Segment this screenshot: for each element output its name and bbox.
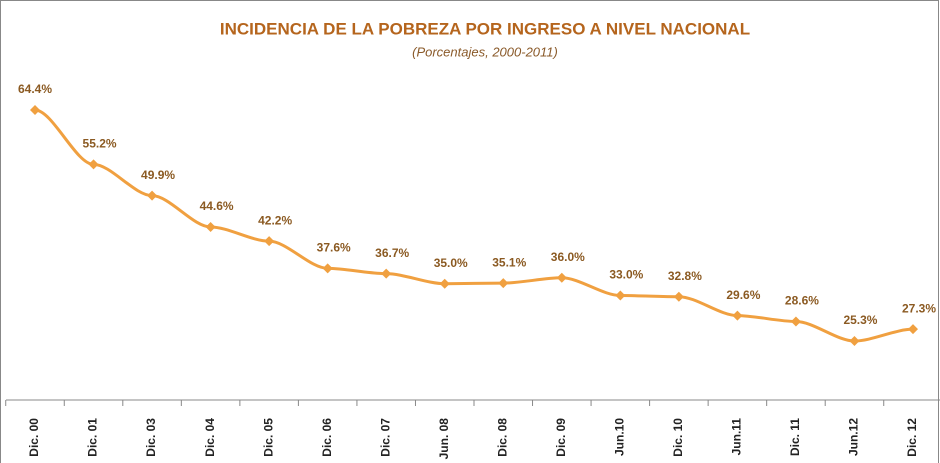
data-label: 29.6% <box>726 288 760 302</box>
x-tick-label: Dic. 06 <box>320 418 334 457</box>
data-label: 37.6% <box>317 241 351 255</box>
x-tick-label: Jun. 08 <box>437 418 451 460</box>
x-tick-label: Dic. 00 <box>27 418 41 457</box>
x-tick-label: Dic. 08 <box>495 418 509 457</box>
data-label: 32.8% <box>668 269 702 283</box>
data-label: 36.7% <box>375 246 409 260</box>
x-tick-label: Dic. 12 <box>905 418 919 457</box>
data-point <box>498 278 509 289</box>
x-tick-label: Dic. 05 <box>261 418 275 457</box>
data-point <box>908 324 918 335</box>
x-tick-label: Jun.10 <box>613 418 627 456</box>
data-label: 27.3% <box>902 301 936 315</box>
data-point <box>849 336 860 346</box>
data-label: 33.0% <box>609 268 643 282</box>
data-label: 55.2% <box>83 137 117 151</box>
x-tick-label: Dic. 01 <box>86 418 100 457</box>
x-tick-label: Dic. 04 <box>203 418 217 457</box>
x-tick-label: Dic. 07 <box>378 418 392 457</box>
data-label: 25.3% <box>843 313 877 327</box>
x-tick-label: Jun.11 <box>730 418 744 456</box>
x-tick-label: Dic. 11 <box>788 418 802 456</box>
data-point <box>673 291 684 302</box>
x-tick-label: Jun.12 <box>847 418 861 456</box>
x-tick-label: Dic. 09 <box>554 418 568 457</box>
data-label: 35.1% <box>492 255 526 269</box>
data-point <box>147 190 158 201</box>
data-label: 64.4% <box>18 82 52 96</box>
data-point <box>732 310 743 321</box>
data-label: 28.6% <box>785 294 819 308</box>
data-label: 42.2% <box>258 213 292 227</box>
data-label: 36.0% <box>551 250 585 264</box>
chart-subtitle: (Porcentajes, 2000-2011) <box>412 44 558 59</box>
data-point <box>556 272 567 283</box>
data-label: 44.6% <box>200 199 234 213</box>
x-tick-label: Dic. 03 <box>144 418 158 457</box>
data-line <box>34 108 914 343</box>
data-label: 49.9% <box>141 168 175 182</box>
x-tick-label: Dic. 10 <box>671 418 685 457</box>
chart-title: INCIDENCIA DE LA POBREZA POR INGRESO A N… <box>220 19 750 38</box>
data-point <box>790 316 801 327</box>
data-point <box>381 268 392 279</box>
data-point <box>615 290 626 301</box>
data-point <box>30 105 40 115</box>
data-point <box>439 278 450 289</box>
data-point <box>322 263 333 274</box>
data-label: 35.0% <box>434 256 468 270</box>
data-point <box>88 159 99 170</box>
data-point <box>264 236 275 247</box>
data-point <box>205 221 216 232</box>
